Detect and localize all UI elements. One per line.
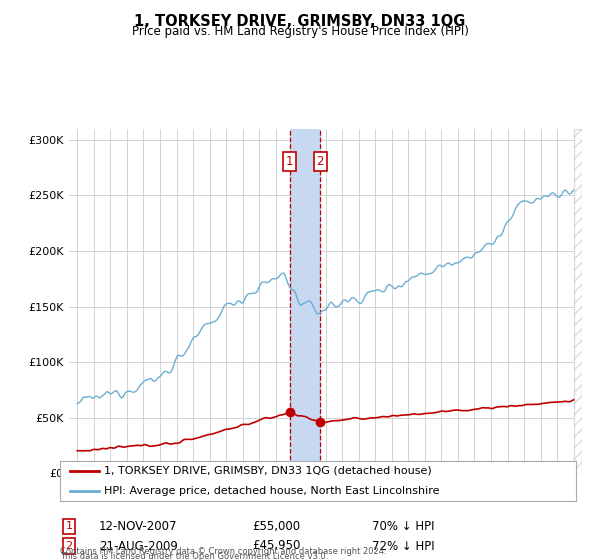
Text: 2: 2: [317, 155, 324, 168]
Text: £45,950: £45,950: [252, 539, 301, 553]
Text: HPI: Average price, detached house, North East Lincolnshire: HPI: Average price, detached house, Nort…: [104, 486, 439, 496]
Text: 1: 1: [286, 155, 293, 168]
Bar: [290, 129, 320, 473]
Bar: [574, 129, 582, 473]
Text: 1, TORKSEY DRIVE, GRIMSBY, DN33 1QG (detached house): 1, TORKSEY DRIVE, GRIMSBY, DN33 1QG (det…: [104, 466, 431, 476]
Text: £55,000: £55,000: [252, 520, 300, 533]
Bar: [574, 129, 582, 473]
Text: 21-AUG-2009: 21-AUG-2009: [99, 539, 178, 553]
Text: 12-NOV-2007: 12-NOV-2007: [99, 520, 178, 533]
Text: 70% ↓ HPI: 70% ↓ HPI: [372, 520, 434, 533]
Text: Contains HM Land Registry data © Crown copyright and database right 2024.: Contains HM Land Registry data © Crown c…: [60, 547, 386, 556]
Text: 1, TORKSEY DRIVE, GRIMSBY, DN33 1QG: 1, TORKSEY DRIVE, GRIMSBY, DN33 1QG: [134, 14, 466, 29]
Text: 2: 2: [65, 541, 73, 551]
Text: 72% ↓ HPI: 72% ↓ HPI: [372, 539, 434, 553]
Text: 1: 1: [65, 521, 73, 531]
Text: This data is licensed under the Open Government Licence v3.0.: This data is licensed under the Open Gov…: [60, 552, 328, 560]
Text: Price paid vs. HM Land Registry's House Price Index (HPI): Price paid vs. HM Land Registry's House …: [131, 25, 469, 38]
